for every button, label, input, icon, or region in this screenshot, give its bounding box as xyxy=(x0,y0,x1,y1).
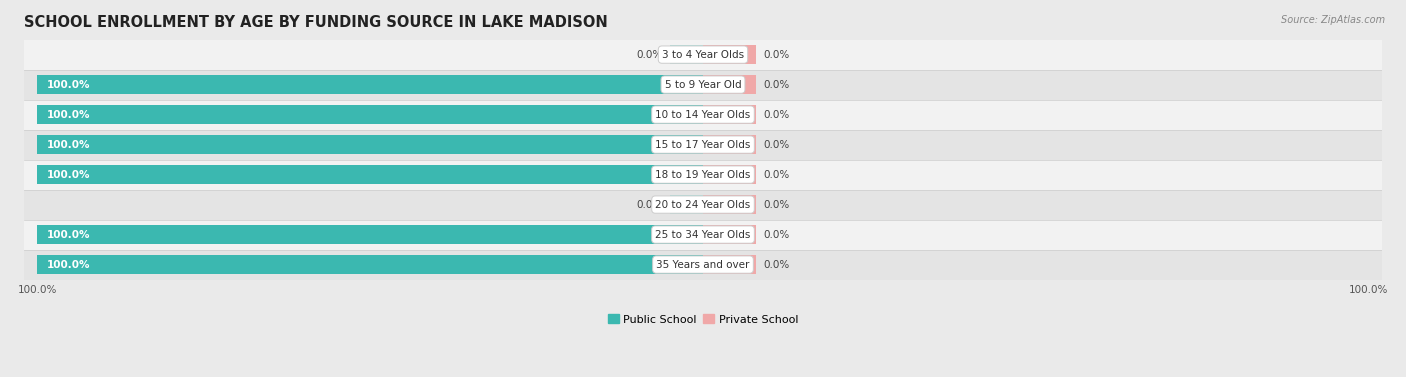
Bar xyxy=(703,195,756,214)
Text: 3 to 4 Year Olds: 3 to 4 Year Olds xyxy=(662,50,744,60)
Text: 100.0%: 100.0% xyxy=(48,260,91,270)
Bar xyxy=(703,135,756,154)
Text: 0.0%: 0.0% xyxy=(763,80,789,90)
Text: 0.0%: 0.0% xyxy=(637,50,664,60)
Bar xyxy=(703,105,756,124)
Text: 18 to 19 Year Olds: 18 to 19 Year Olds xyxy=(655,170,751,179)
Text: 100.0%: 100.0% xyxy=(48,170,91,179)
Bar xyxy=(669,45,703,64)
Text: SCHOOL ENROLLMENT BY AGE BY FUNDING SOURCE IN LAKE MADISON: SCHOOL ENROLLMENT BY AGE BY FUNDING SOUR… xyxy=(24,15,607,30)
Bar xyxy=(38,165,703,184)
Bar xyxy=(703,225,756,244)
Bar xyxy=(24,159,1382,190)
Bar xyxy=(24,250,1382,280)
Bar xyxy=(24,100,1382,130)
Text: 100.0%: 100.0% xyxy=(48,110,91,120)
Text: 25 to 34 Year Olds: 25 to 34 Year Olds xyxy=(655,230,751,239)
Bar xyxy=(24,190,1382,219)
Text: 10 to 14 Year Olds: 10 to 14 Year Olds xyxy=(655,110,751,120)
Bar xyxy=(703,255,756,274)
Text: 35 Years and over: 35 Years and over xyxy=(657,260,749,270)
Bar xyxy=(38,75,703,94)
Text: 20 to 24 Year Olds: 20 to 24 Year Olds xyxy=(655,199,751,210)
Text: Source: ZipAtlas.com: Source: ZipAtlas.com xyxy=(1281,15,1385,25)
Text: 0.0%: 0.0% xyxy=(763,139,789,150)
Text: 15 to 17 Year Olds: 15 to 17 Year Olds xyxy=(655,139,751,150)
Text: 5 to 9 Year Old: 5 to 9 Year Old xyxy=(665,80,741,90)
Text: 0.0%: 0.0% xyxy=(637,199,664,210)
Bar xyxy=(38,135,703,154)
Text: 0.0%: 0.0% xyxy=(763,260,789,270)
Text: 0.0%: 0.0% xyxy=(763,230,789,239)
Text: 100.0%: 100.0% xyxy=(48,230,91,239)
Bar xyxy=(38,255,703,274)
Text: 0.0%: 0.0% xyxy=(763,110,789,120)
Bar xyxy=(24,130,1382,159)
Text: 0.0%: 0.0% xyxy=(763,170,789,179)
Bar xyxy=(703,75,756,94)
Bar xyxy=(703,165,756,184)
Bar xyxy=(38,225,703,244)
Bar xyxy=(669,195,703,214)
Bar xyxy=(24,70,1382,100)
Bar xyxy=(24,40,1382,70)
Bar xyxy=(703,45,756,64)
Legend: Public School, Private School: Public School, Private School xyxy=(603,310,803,329)
Bar xyxy=(24,219,1382,250)
Bar xyxy=(38,105,703,124)
Text: 100.0%: 100.0% xyxy=(48,139,91,150)
Text: 0.0%: 0.0% xyxy=(763,199,789,210)
Text: 100.0%: 100.0% xyxy=(48,80,91,90)
Text: 0.0%: 0.0% xyxy=(763,50,789,60)
